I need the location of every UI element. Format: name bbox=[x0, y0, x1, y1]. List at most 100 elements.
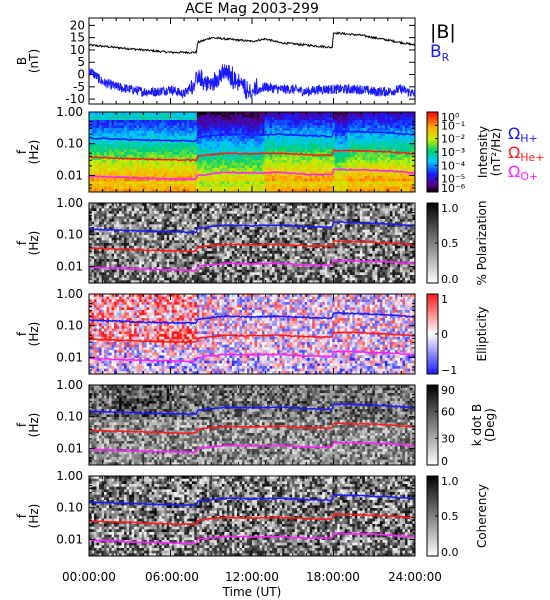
y-tick-label: 0.10 bbox=[56, 501, 83, 515]
gyro-line-h-plus bbox=[88, 311, 416, 325]
y-axis-label: f(Hz) bbox=[15, 322, 41, 347]
y-axis-label-unit: (Hz) bbox=[27, 413, 41, 438]
colorbar-label-unit: (nT²/Hz) bbox=[489, 128, 503, 176]
colorbar-tick-label: 0.0 bbox=[441, 546, 459, 559]
spectrogram-cells bbox=[89, 476, 416, 557]
colorbar-tick-label: 10⁰ bbox=[441, 111, 460, 124]
spectrogram-cells bbox=[89, 203, 416, 284]
gyro-line-o-plus bbox=[88, 531, 416, 545]
colorbar-tick-label: 0.0 bbox=[441, 273, 459, 286]
colorbar-tick-label: 0.5 bbox=[441, 510, 459, 523]
series-b-r-line bbox=[88, 64, 416, 100]
gyro-line-h-plus bbox=[88, 221, 416, 234]
y-axis-label-symbol: f bbox=[15, 331, 29, 336]
y-axis-label-unit: (Hz) bbox=[27, 140, 41, 165]
gyro-legend-o-plus: ΩO+ bbox=[508, 162, 538, 183]
gyro-legend-h-plus-sub: H+ bbox=[520, 132, 538, 145]
colorbar-tick-label: 0 bbox=[441, 455, 448, 468]
y-tick-label: 0.10 bbox=[56, 410, 83, 424]
series-b-total-line bbox=[88, 30, 416, 55]
gyro-legend: ΩH+ ΩHe+ ΩO+ bbox=[508, 124, 545, 183]
gyro-line-he-plus bbox=[88, 512, 416, 526]
y-axis-label-unit: (Hz) bbox=[27, 231, 41, 256]
y-axis-label-symbol: f bbox=[15, 422, 29, 427]
gyro-line-h-plus bbox=[88, 129, 416, 143]
colorbar-tick-label: 0 bbox=[441, 328, 448, 341]
y-tick-label: 20 bbox=[70, 18, 85, 32]
gyro-legend-o-plus-sub: O+ bbox=[520, 170, 538, 183]
gyro-legend-o-plus-omega: Ω bbox=[508, 162, 520, 181]
gyro-line-h-plus bbox=[88, 493, 416, 507]
colorbar-tick-label: 10⁻³ bbox=[441, 146, 465, 159]
gyro-line-he-plus bbox=[88, 149, 416, 162]
y-axis-label-symbol: f bbox=[15, 513, 29, 518]
gyro-legend-h-plus-omega: Ω bbox=[508, 124, 520, 143]
y-tick-label: 0.01 bbox=[56, 532, 83, 546]
legend-b-total: |B| bbox=[430, 21, 456, 43]
y-tick-label: 1.00 bbox=[56, 196, 83, 210]
gyro-line-he-plus bbox=[88, 240, 416, 253]
colorbar-label: % Polarization bbox=[475, 201, 489, 286]
y-axis-label: f(Hz) bbox=[15, 504, 41, 529]
coherency-panel: 1.00 0.10 0.01 f(Hz) 1.0 0.5 0.0 Coherency bbox=[15, 469, 489, 559]
time-tick-label: 18:00:00 bbox=[306, 570, 360, 584]
legend-b-r-main: B bbox=[430, 42, 442, 62]
colorbar-label-unit: (Deg) bbox=[483, 408, 497, 442]
k-dot-b-panel: 1.00 0.10 0.01 f(Hz) 90 60 30 0 k dot B (Deg) bbox=[15, 378, 497, 468]
colorbar-tick-label: 1.0 bbox=[441, 475, 459, 488]
legend-b-r-sub: R bbox=[442, 51, 450, 64]
colorbar-tick-label: 10⁻² bbox=[441, 133, 465, 146]
y-tick-label: -10 bbox=[65, 92, 85, 106]
colorbar-tick-label: 10⁻⁵ bbox=[441, 173, 465, 186]
y-axis-label-symbol: B bbox=[15, 57, 29, 65]
y-tick-label: 1.00 bbox=[56, 378, 83, 392]
legend-b-r: BR bbox=[430, 42, 450, 64]
colorbar-tick-label: 10⁻⁴ bbox=[441, 159, 466, 172]
colorbar-tick-label: 90 bbox=[441, 384, 455, 397]
time-tick-label: 12:00:00 bbox=[225, 570, 279, 584]
colorbar-label: Coherency bbox=[475, 484, 489, 548]
panels: 20151050-5-10B(nT)1.000.100.01f(Hz)10⁰10… bbox=[15, 17, 503, 559]
gyro-legend-he-plus-sub: He+ bbox=[520, 151, 544, 164]
y-tick-label: 10 bbox=[70, 43, 85, 57]
colorbar-tick-label: 30 bbox=[441, 432, 455, 445]
colorbar-tick-label: 10⁻¹ bbox=[441, 119, 465, 132]
gyro-legend-he-plus: ΩHe+ bbox=[508, 143, 545, 164]
y-tick-label: 0.10 bbox=[56, 319, 83, 333]
colorbar-tick-label: 1.0 bbox=[441, 202, 459, 215]
colorbar-label: k dot B bbox=[470, 404, 484, 446]
colorbar-label: Ellipticity bbox=[475, 307, 489, 362]
y-axis-label: f(Hz) bbox=[15, 413, 41, 438]
time-axis-label: Time (UT) bbox=[222, 585, 282, 599]
colorbar-tick-label: 10⁻⁶ bbox=[441, 182, 466, 195]
time-tick-label: 00:00:00 bbox=[62, 570, 116, 584]
time-tick-label: 24:00:00 bbox=[388, 570, 442, 584]
gyro-line-he-plus bbox=[88, 422, 416, 435]
y-axis-label-unit: (Hz) bbox=[27, 504, 41, 529]
ellipticity-panel: 1.00 0.10 0.01 f(Hz) 1 0 −1 Ellipticity bbox=[15, 287, 489, 377]
y-tick-label: 5 bbox=[77, 55, 85, 69]
colorbar-tick-label: 60 bbox=[441, 406, 455, 419]
y-axis-label-symbol: f bbox=[15, 240, 29, 245]
y-tick-label: 0.01 bbox=[56, 259, 83, 273]
y-tick-label: 0.01 bbox=[56, 441, 83, 455]
time-tick-label: 06:00:00 bbox=[145, 570, 199, 584]
colorbar-tick-label: 1 bbox=[441, 293, 448, 306]
y-tick-label: 0.10 bbox=[56, 137, 83, 151]
y-axis-label-unit: (nT) bbox=[27, 49, 41, 73]
intensity-panel: 1.00 0.10 0.01 f(Hz) 10⁰10⁻¹10⁻²10⁻³10⁻⁴10⁻⁵… bbox=[15, 105, 503, 195]
y-tick-label: 15 bbox=[70, 31, 85, 45]
y-tick-label: 0.10 bbox=[56, 228, 83, 242]
y-tick-label: -5 bbox=[73, 80, 85, 94]
y-tick-label: 0.01 bbox=[56, 350, 83, 364]
y-axis-label-unit: (Hz) bbox=[27, 322, 41, 347]
gyro-legend-h-plus: ΩH+ bbox=[508, 124, 538, 145]
y-tick-label: 1.00 bbox=[56, 469, 83, 483]
colorbar-tick-label: −1 bbox=[441, 364, 457, 377]
figure-title: ACE Mag 2003-299 bbox=[185, 1, 319, 17]
y-tick-label: 1.00 bbox=[56, 287, 83, 301]
gyro-line-o-plus bbox=[88, 168, 416, 181]
spectrogram-cells bbox=[89, 385, 416, 466]
y-axis-label: B(nT) bbox=[15, 49, 41, 73]
